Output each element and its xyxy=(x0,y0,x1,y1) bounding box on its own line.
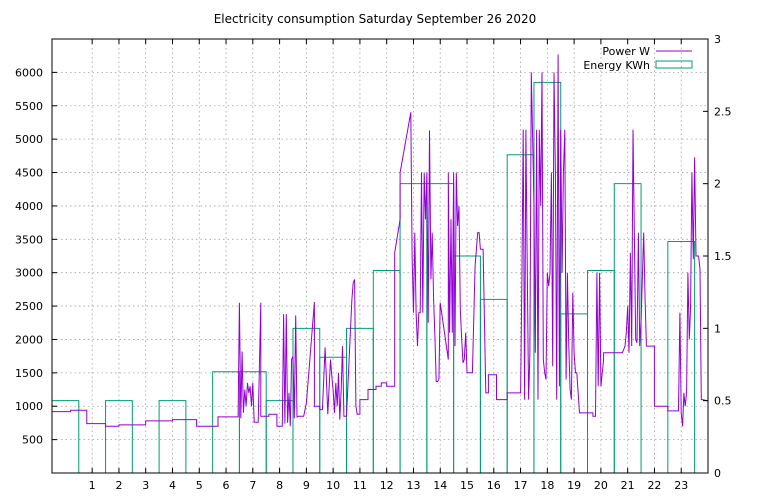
x-tick-label: 12 xyxy=(380,479,394,492)
power-line xyxy=(52,54,709,427)
y-left-tick-label: 4000 xyxy=(15,200,43,213)
y-left-tick-label: 5500 xyxy=(15,100,43,113)
energy-kwh-series xyxy=(51,81,696,474)
energy-bar xyxy=(533,81,562,473)
y-right-tick-label: 2.5 xyxy=(714,105,732,118)
x-tick-label: 10 xyxy=(326,479,340,492)
y-right-tick-label: 1 xyxy=(714,322,721,335)
energy-bar xyxy=(158,400,187,473)
y-right-tick-label: 3 xyxy=(714,33,721,46)
chart-title: Electricity consumption Saturday Septemb… xyxy=(214,12,537,26)
x-tick-label: 22 xyxy=(647,479,661,492)
energy-bar xyxy=(667,241,696,473)
x-tick-label: 11 xyxy=(353,479,367,492)
x-tick-label: 7 xyxy=(249,479,256,492)
x-tick-label: 9 xyxy=(303,479,310,492)
y-right-tick-label: 0 xyxy=(714,467,721,480)
legend-energy-swatch xyxy=(655,60,693,69)
y-left-tick-label: 5000 xyxy=(15,133,43,146)
axis-ticks: 1 2 3 4 5 6 7 8 9 10 11 12 13 14 15 16 17 18 19 20 21 22 23500… xyxy=(15,33,732,492)
y-left-tick-label: 1000 xyxy=(15,400,43,413)
x-tick-label: 8 xyxy=(276,479,283,492)
x-tick-label: 23 xyxy=(674,479,688,492)
power-w-series xyxy=(52,54,709,427)
plot-border xyxy=(51,38,709,474)
y-right-tick-label: 2 xyxy=(714,178,721,191)
x-tick-label: 1 xyxy=(89,479,96,492)
x-tick-label: 17 xyxy=(514,479,528,492)
x-tick-label: 5 xyxy=(196,479,203,492)
x-tick-label: 3 xyxy=(142,479,149,492)
y-left-tick-label: 3500 xyxy=(15,233,43,246)
y-right-tick-label: 0.5 xyxy=(714,395,732,408)
x-tick-label: 18 xyxy=(540,479,554,492)
x-tick-label: 2 xyxy=(115,479,122,492)
legend: Power W Energy KWh xyxy=(583,45,693,72)
x-tick-label: 16 xyxy=(487,479,501,492)
x-tick-label: 20 xyxy=(594,479,608,492)
y-left-tick-label: 2500 xyxy=(15,300,43,313)
x-tick-label: 21 xyxy=(621,479,635,492)
x-tick-label: 4 xyxy=(169,479,176,492)
y-left-tick-label: 4500 xyxy=(15,167,43,180)
y-left-tick-label: 2000 xyxy=(15,333,43,346)
y-left-tick-label: 1500 xyxy=(15,367,43,380)
legend-power-label: Power W xyxy=(602,45,650,58)
legend-energy-label: Energy KWh xyxy=(583,59,650,72)
y-right-tick-label: 1.5 xyxy=(714,250,732,263)
y-left-tick-label: 3000 xyxy=(15,267,43,280)
x-tick-label: 13 xyxy=(406,479,420,492)
y-left-tick-label: 500 xyxy=(22,434,43,447)
y-left-tick-label: 6000 xyxy=(15,66,43,79)
grid-lines xyxy=(52,39,708,473)
x-tick-label: 19 xyxy=(567,479,581,492)
energy-bar xyxy=(105,400,133,473)
x-tick-label: 14 xyxy=(433,479,447,492)
x-tick-label: 6 xyxy=(223,479,230,492)
x-tick-label: 15 xyxy=(460,479,474,492)
